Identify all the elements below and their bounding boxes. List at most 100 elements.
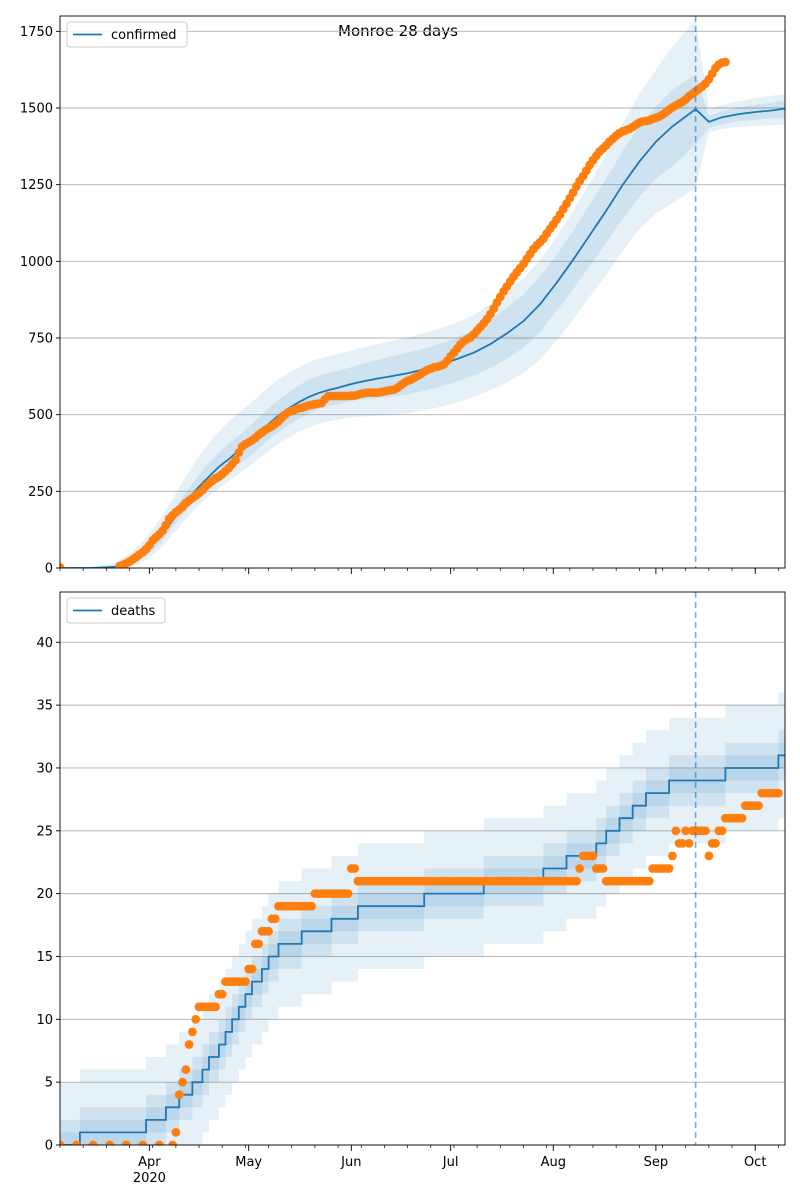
uncertainty-band <box>60 19 785 568</box>
observed-point <box>751 0 760 4</box>
y-tick-label: 500 <box>28 408 53 423</box>
x-tick-label: Apr <box>138 1155 161 1170</box>
y-tick-label: 5 <box>45 1076 53 1091</box>
observed-point <box>684 839 694 848</box>
y-tick-label: 1500 <box>20 102 53 117</box>
observed-point <box>671 826 681 836</box>
plot-area <box>60 0 785 568</box>
observed-point <box>178 1077 187 1087</box>
observed-point <box>598 864 608 873</box>
observed-point <box>774 788 783 798</box>
y-tick-label: 20 <box>36 887 53 902</box>
observed-point <box>767 0 776 4</box>
observed-point <box>668 851 677 861</box>
observed-point <box>572 876 581 886</box>
observed-point <box>644 876 654 886</box>
deaths-panel: 0 5 10 15 20 25 30 35 40 Apr May Jun Jul Aug Sep Oct 202… <box>36 591 786 1186</box>
y-tick-label: 750 <box>28 332 53 347</box>
y-tick-label: 0 <box>45 562 53 577</box>
observed-point <box>60 563 65 568</box>
plot-area <box>60 692 785 1145</box>
observed-point <box>704 851 714 861</box>
x-tick-label: May <box>235 1155 262 1170</box>
observed-point <box>191 1014 201 1024</box>
y-tick-label: 25 <box>36 824 53 839</box>
observed-point <box>774 0 783 4</box>
observed-point <box>154 1140 164 1145</box>
observed-point <box>748 0 757 4</box>
x-tick-label: Oct <box>744 1155 766 1170</box>
legend-box <box>66 597 166 624</box>
observed-point <box>270 914 280 924</box>
x-tick-label: Sep <box>644 1155 669 1170</box>
x-tick-label: Aug <box>541 1155 566 1170</box>
observed-point <box>728 0 737 4</box>
observed-point <box>734 0 743 4</box>
observed-point <box>771 0 780 4</box>
observed-point <box>60 1140 65 1145</box>
x-tick-label: Jun <box>340 1155 361 1170</box>
observed-point <box>138 1140 148 1145</box>
y-tick-label: 40 <box>36 636 53 651</box>
y-tick-label: 1750 <box>20 25 53 40</box>
observed-point <box>737 813 747 823</box>
observed-point <box>738 0 747 4</box>
x-tick-label: Jul <box>442 1155 459 1170</box>
observed-point <box>678 839 687 848</box>
legend-box <box>66 21 188 48</box>
observed-point <box>72 1140 81 1145</box>
observed-point <box>88 1140 98 1145</box>
observed-point <box>188 1027 197 1037</box>
observed-point <box>241 977 250 986</box>
observed-point <box>350 864 359 873</box>
y-tick-label: 35 <box>36 699 53 714</box>
observed-point <box>761 0 770 4</box>
observed-point <box>211 1002 221 1012</box>
observed-point <box>664 864 674 873</box>
confirmed-panel: 0 250 500 750 1000 1250 1500 1750 confirmed <box>20 0 786 577</box>
y-tick-label: 1250 <box>20 178 53 193</box>
observed-point <box>217 989 227 999</box>
observed-point <box>757 0 766 4</box>
observed-point <box>717 826 727 836</box>
observed-point <box>588 851 598 861</box>
y-tick-label: 0 <box>45 1139 53 1154</box>
observed-point <box>254 939 263 949</box>
y-tick-label: 15 <box>36 950 53 965</box>
observed-point <box>731 0 740 4</box>
legend: deaths <box>66 597 166 624</box>
observed-point <box>184 1040 194 1049</box>
observed-point <box>168 1140 177 1145</box>
observed-point <box>307 901 316 911</box>
observed-point <box>764 0 773 4</box>
observed-point <box>741 0 750 4</box>
observed-point <box>231 455 240 465</box>
model-line <box>60 754 785 1145</box>
observed-point <box>264 926 273 936</box>
legend: confirmed <box>66 21 188 48</box>
y-tick-label: 10 <box>36 1013 53 1028</box>
observed-point <box>744 0 753 4</box>
axes-frame <box>59 15 786 569</box>
observed-point <box>721 57 730 67</box>
observed-point <box>181 1065 191 1074</box>
observed-point <box>343 889 353 898</box>
axes-frame <box>59 591 786 1146</box>
uncertainty-band <box>60 74 785 568</box>
observed-point <box>121 1140 131 1145</box>
y-tick-label: 250 <box>28 485 53 500</box>
uncertainty-band <box>60 692 785 1145</box>
observed-point <box>247 964 257 974</box>
observed-point <box>754 0 763 4</box>
x-year-label: 2020 <box>133 1171 166 1186</box>
uncertainty-band <box>60 730 785 1145</box>
observed-point <box>105 1140 115 1145</box>
observed-point <box>754 801 763 811</box>
observed-point <box>724 0 733 4</box>
y-tick-label: 30 <box>36 761 53 776</box>
legend-label: deaths <box>111 604 156 619</box>
legend-label: confirmed <box>111 28 177 43</box>
observed-point <box>701 826 710 836</box>
observed-point <box>171 1128 181 1137</box>
observed-point <box>575 864 585 873</box>
